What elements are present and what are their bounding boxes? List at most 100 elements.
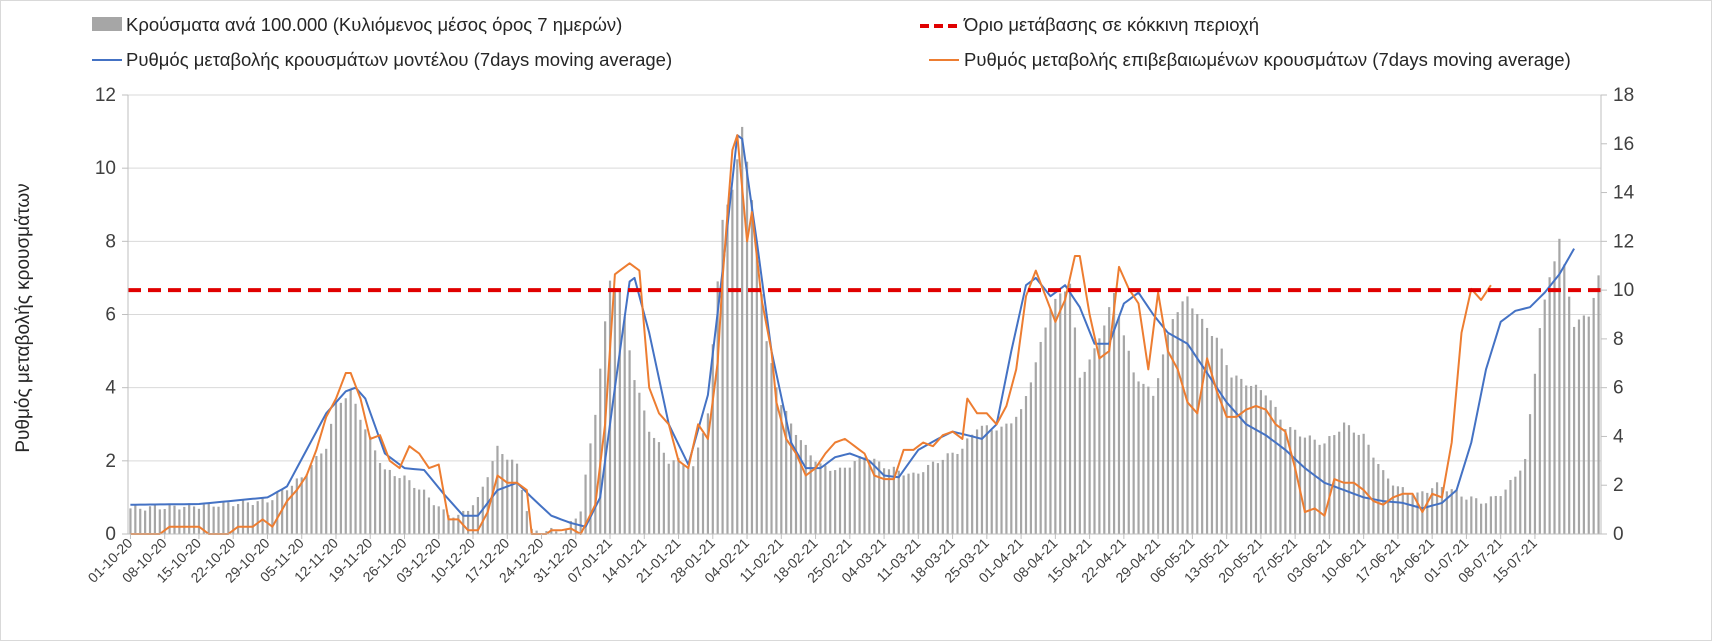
bar [941, 459, 944, 534]
bar [1435, 482, 1439, 534]
bar [853, 461, 856, 534]
legend-label-threshold: Όριο μετάβασης σε κόκκινη περιοχή [963, 14, 1259, 35]
bar [1215, 337, 1218, 534]
bar [227, 502, 230, 534]
bar [574, 518, 577, 534]
bar [1132, 372, 1135, 534]
bar [657, 442, 661, 534]
y-right-tick-label: 6 [1613, 378, 1624, 399]
bar [1181, 301, 1184, 534]
bar [648, 431, 651, 534]
bar [1225, 365, 1228, 534]
bar [188, 503, 191, 534]
bar [1103, 325, 1106, 534]
bar-series [129, 126, 1600, 535]
bar [388, 469, 391, 534]
y-right-tick-label: 12 [1613, 231, 1634, 252]
bar [995, 430, 998, 534]
bar [1465, 499, 1468, 534]
bar [1548, 277, 1551, 534]
bar [1572, 326, 1576, 534]
bar [618, 289, 621, 534]
bar [1440, 487, 1444, 534]
bar [814, 461, 817, 534]
y-left-tick-label: 4 [105, 378, 116, 399]
bar [1161, 354, 1165, 534]
bar [251, 505, 254, 534]
y-left-tick-label: 10 [95, 158, 116, 179]
bar [834, 470, 837, 534]
bar [868, 460, 871, 534]
bar [1489, 496, 1492, 534]
y-left-tick-label: 8 [105, 231, 116, 252]
bar [354, 403, 357, 534]
bar [1538, 328, 1541, 534]
bar [682, 464, 685, 534]
bar [599, 368, 602, 534]
bar [462, 510, 465, 534]
y-left-tick-label: 2 [105, 451, 116, 472]
bar [545, 531, 548, 534]
bar [1254, 384, 1258, 534]
bar [594, 414, 597, 534]
line-series [128, 134, 1601, 535]
bar [829, 470, 832, 534]
bar [1044, 327, 1047, 534]
bar [760, 294, 763, 534]
bar [1279, 419, 1282, 534]
legend-label-model: Ρυθμός μεταβολής κρουσμάτων μοντέλου (7d… [126, 49, 672, 70]
bar [139, 508, 142, 534]
bar [1323, 443, 1326, 534]
bar [339, 402, 342, 534]
bar [1582, 315, 1585, 534]
bar [442, 509, 445, 534]
bar [701, 433, 705, 534]
bar [134, 505, 137, 534]
bar [217, 506, 220, 534]
bar [1411, 495, 1414, 534]
bar [1333, 435, 1336, 534]
bar [1205, 327, 1209, 534]
bar [393, 476, 396, 534]
bar [1347, 425, 1351, 534]
bar [1201, 318, 1204, 534]
y-right-tick-label: 16 [1613, 134, 1634, 155]
bar [687, 468, 690, 534]
bar [1240, 378, 1243, 534]
bar [237, 504, 240, 534]
bar [1122, 335, 1125, 534]
bar [946, 453, 949, 534]
bar [706, 413, 710, 534]
bar [990, 430, 993, 534]
bar [697, 447, 700, 534]
bar [1274, 406, 1277, 534]
bar [961, 448, 964, 534]
bar [1171, 319, 1174, 534]
bar [163, 508, 166, 534]
bar [285, 490, 289, 534]
bar [633, 380, 636, 534]
bar [858, 456, 861, 534]
bar [378, 463, 382, 534]
bar [1034, 362, 1037, 534]
bar [971, 434, 974, 534]
bar [780, 405, 783, 534]
bar [1068, 283, 1072, 534]
model-rate-line [130, 134, 1575, 528]
bar [232, 506, 235, 534]
bar [1313, 439, 1316, 534]
bar [1543, 299, 1546, 534]
bar [956, 453, 959, 534]
y-right-tick-label: 0 [1613, 524, 1624, 545]
bar [447, 515, 450, 534]
bar [1509, 479, 1512, 534]
bar [1377, 463, 1380, 534]
y-right-tick-label: 14 [1613, 183, 1635, 204]
bar [437, 506, 440, 534]
bar [344, 398, 347, 534]
bar [1524, 458, 1527, 534]
bar [1416, 492, 1419, 534]
bar [1514, 476, 1517, 534]
bar [765, 341, 768, 534]
